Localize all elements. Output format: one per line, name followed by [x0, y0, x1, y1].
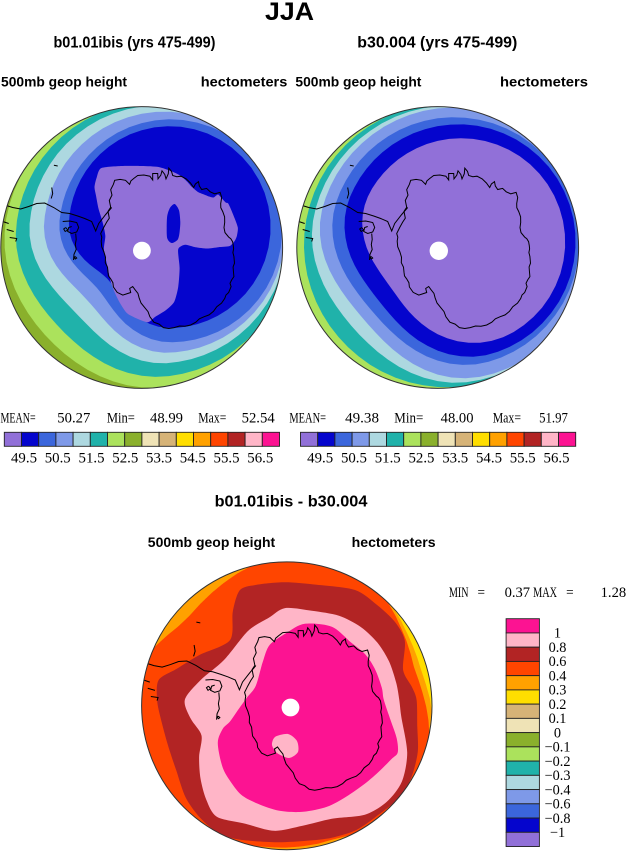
svg-text:53.5: 53.5: [442, 451, 468, 467]
svg-text:55.5: 55.5: [214, 451, 240, 467]
svg-text:JJA: JJA: [265, 0, 314, 26]
svg-text:54.5: 54.5: [180, 451, 206, 467]
svg-text:49.5: 49.5: [307, 451, 333, 467]
svg-text:56.5: 56.5: [544, 451, 570, 467]
svg-text:51.5: 51.5: [79, 451, 105, 467]
svg-text:−0.8: −0.8: [545, 811, 571, 827]
svg-text:b01.01ibis (yrs 475-499): b01.01ibis (yrs 475-499): [54, 34, 216, 51]
svg-text:Min=: Min=: [394, 411, 423, 427]
svg-text:0.1: 0.1: [549, 711, 567, 727]
svg-text:500mb geop height: 500mb geop height: [295, 74, 421, 90]
svg-text:51.97: 51.97: [539, 411, 568, 427]
svg-text:0.3: 0.3: [549, 683, 567, 699]
svg-text:b01.01ibis - b30.004: b01.01ibis - b30.004: [215, 493, 368, 510]
svg-text:−0.6: −0.6: [545, 797, 571, 813]
svg-text:50.27: 50.27: [57, 411, 90, 427]
svg-text:b30.004 (yrs 475-499): b30.004 (yrs 475-499): [357, 34, 517, 51]
svg-text:52.54: 52.54: [242, 411, 276, 427]
svg-text:56.5: 56.5: [247, 451, 273, 467]
svg-text:MEAN=: MEAN=: [1, 411, 36, 427]
svg-text:Max=: Max=: [198, 411, 226, 427]
svg-text:50.5: 50.5: [45, 451, 71, 467]
svg-text:Max=: Max=: [493, 411, 521, 427]
svg-text:1: 1: [554, 626, 561, 642]
svg-text:−0.2: −0.2: [545, 754, 571, 770]
svg-text:48.99: 48.99: [150, 411, 183, 427]
svg-text:1.28: 1.28: [601, 585, 627, 601]
svg-text:hectometers: hectometers: [201, 74, 288, 90]
svg-text:52.5: 52.5: [112, 451, 138, 467]
svg-text:53.5: 53.5: [146, 451, 172, 467]
svg-text:Min=: Min=: [107, 411, 135, 427]
svg-text:0.4: 0.4: [549, 668, 567, 684]
svg-text:55.5: 55.5: [510, 451, 536, 467]
svg-text:=: =: [566, 585, 574, 601]
svg-text:52.5: 52.5: [408, 451, 434, 467]
svg-text:0: 0: [554, 725, 561, 741]
svg-text:49.38: 49.38: [345, 411, 379, 427]
svg-text:0.8: 0.8: [549, 640, 567, 656]
svg-text:54.5: 54.5: [476, 451, 502, 467]
svg-text:hectometers: hectometers: [352, 534, 436, 550]
svg-text:hectometers: hectometers: [500, 74, 588, 90]
svg-text:MEAN=: MEAN=: [289, 411, 326, 427]
svg-text:48.00: 48.00: [441, 411, 474, 427]
svg-text:51.5: 51.5: [375, 451, 401, 467]
svg-text:500mb geop height: 500mb geop height: [1, 74, 127, 90]
svg-text:0.6: 0.6: [549, 654, 567, 670]
svg-text:0.37: 0.37: [505, 585, 530, 601]
svg-text:MAX: MAX: [533, 585, 557, 601]
svg-text:−0.4: −0.4: [545, 782, 571, 798]
svg-text:0.2: 0.2: [549, 697, 567, 713]
svg-text:500mb geop height: 500mb geop height: [148, 534, 276, 550]
svg-text:−0.1: −0.1: [545, 740, 571, 756]
svg-text:49.5: 49.5: [11, 451, 37, 467]
svg-text:−1: −1: [550, 825, 565, 841]
svg-text:50.5: 50.5: [341, 451, 367, 467]
svg-text:=: =: [478, 585, 486, 601]
svg-text:−0.3: −0.3: [545, 768, 571, 784]
svg-text:MIN: MIN: [449, 585, 469, 601]
